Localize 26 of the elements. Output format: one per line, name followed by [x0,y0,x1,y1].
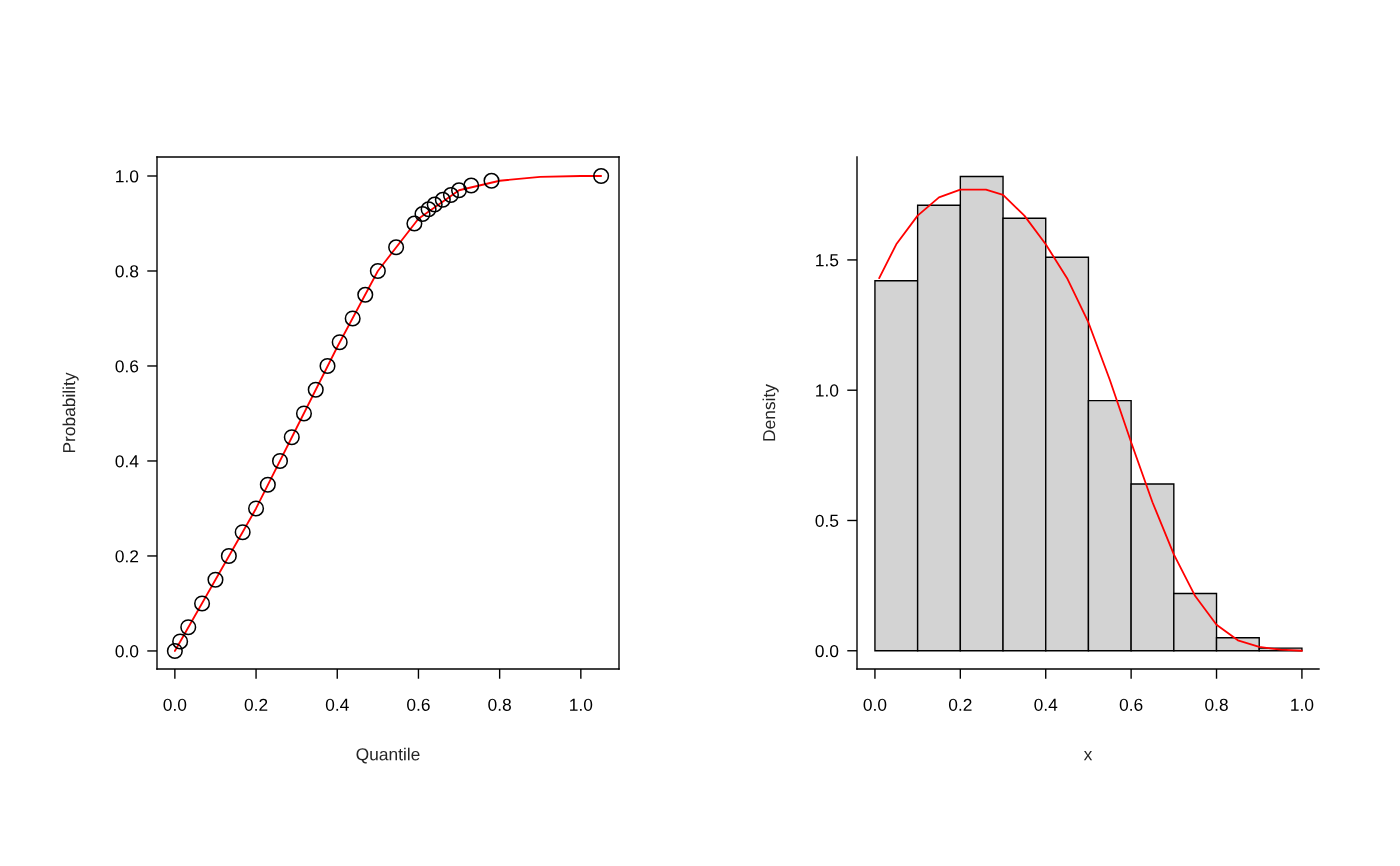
x-axis-title: x [1083,751,1093,761]
y-tick-label: 0.2 [115,550,139,563]
x-axis-title: Quantile [356,747,420,764]
y-tick-label: 0.5 [815,514,839,527]
x-tick-label: 0.4 [1034,698,1058,711]
x-tick-label: 0.2 [244,698,268,711]
y-tick-label: 0.0 [815,644,839,658]
x-tick-label: 0.6 [1119,698,1143,711]
x-tick-label: 0.8 [1205,698,1228,711]
y-axis-title: Density [762,384,779,441]
y-tick-label: 0.4 [115,455,139,468]
x-tick-label: 0.2 [948,698,972,711]
x-tick-label: 0.0 [163,698,187,711]
x-tick-label: 0.0 [863,698,887,711]
x-tick-label: 1.0 [570,698,593,711]
x-tick-label: 0.4 [325,698,349,711]
x-tick-label: 1.0 [1291,698,1314,711]
x-tick-label: 0.6 [407,698,430,711]
y-tick-label: 1.0 [816,384,839,397]
y-tick-label: 1.5 [816,254,839,267]
y-axis-title: Probability [62,372,79,453]
y-tick-label: 0.8 [115,265,139,278]
y-tick-label: 1.0 [116,170,139,183]
y-tick-label: 0.6 [115,360,139,373]
x-tick-label: 0.8 [488,698,511,711]
y-tick-label: 0.0 [115,645,139,658]
